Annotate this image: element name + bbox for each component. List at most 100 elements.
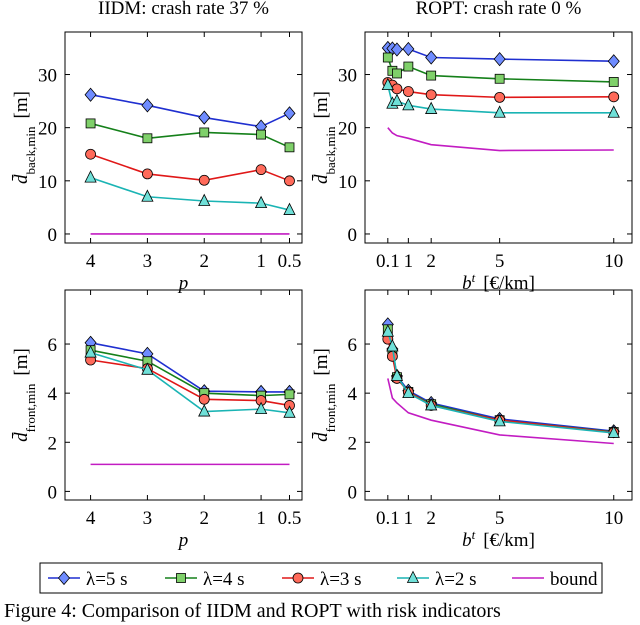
plot-frame: [364, 289, 633, 501]
marker: [84, 170, 97, 183]
marker: [283, 405, 296, 418]
x-tick-label: 5: [495, 251, 505, 272]
marker: [608, 91, 620, 103]
marker: [391, 83, 403, 95]
marker: [406, 570, 420, 583]
marker: [85, 118, 96, 129]
x-tick-label: 2: [426, 508, 436, 529]
marker: [283, 106, 296, 121]
marker: [390, 42, 403, 57]
series-line: [387, 127, 614, 152]
y-tick-label: 0: [48, 482, 58, 503]
y-tick-label: 20: [38, 119, 57, 140]
marker: [402, 86, 414, 97]
legend-label: λ=5 s: [86, 569, 128, 590]
y-tick-label: 20: [338, 119, 357, 140]
marker: [493, 414, 506, 427]
y-tick-label: 4: [348, 384, 358, 405]
x-axis-label: p: [177, 530, 189, 551]
marker: [176, 573, 186, 583]
x-axis-label: bt [€/km]: [462, 527, 535, 552]
x-tick-label: 1: [404, 508, 414, 529]
x-tick-label: 3: [143, 508, 153, 529]
x-tick-label: 1: [404, 251, 414, 272]
marker: [402, 97, 415, 111]
y-tick-label: 0: [348, 225, 358, 246]
plot-frame: [64, 31, 303, 244]
marker: [283, 202, 296, 215]
marker: [390, 368, 404, 381]
y-tick-label: 0: [48, 225, 58, 246]
y-label-subscript: front,min: [323, 383, 338, 432]
y-tick-label: 6: [348, 335, 358, 356]
y-tick-label: 30: [38, 66, 57, 87]
chart-title: ROPT: crash rate 0 %: [416, 0, 582, 19]
y-tick-label: 10: [338, 172, 357, 193]
x-tick-label: 1: [256, 251, 266, 272]
y-label-symbol: d̄: [311, 174, 332, 184]
legend-label: bound: [550, 569, 598, 590]
y-tick-label: 0: [348, 482, 358, 503]
y-label-subscript: back,min: [323, 126, 338, 175]
x-label-symbol: b: [462, 273, 472, 294]
marker: [425, 101, 438, 114]
marker: [198, 174, 210, 186]
y-label-symbol: d̄: [311, 432, 332, 442]
x-label-unit: [€/km]: [483, 273, 535, 294]
marker: [493, 51, 506, 67]
y-label-unit: [m]: [311, 348, 332, 375]
x-tick-label: 2: [199, 508, 209, 529]
legend-box: [39, 562, 603, 594]
marker: [254, 401, 268, 415]
marker: [254, 195, 268, 209]
x-tick-label: 4: [86, 251, 96, 272]
marker: [284, 142, 295, 153]
marker: [198, 110, 211, 125]
marker: [142, 133, 153, 144]
marker: [198, 393, 210, 405]
marker: [607, 54, 620, 69]
y-tick-label: 4: [48, 384, 58, 405]
y-label-subscript: front,min: [23, 383, 38, 432]
y-tick-label: 6: [48, 335, 58, 356]
y-label-unit: [m]: [11, 348, 32, 375]
marker: [403, 61, 414, 72]
y-label-symbol: d̄: [11, 174, 32, 184]
marker: [141, 362, 154, 375]
legend-label: λ=2 s: [435, 569, 477, 590]
marker: [84, 87, 97, 102]
marker: [198, 404, 211, 417]
x-tick-label: 10: [604, 251, 623, 272]
y-axis-label: d̄front,min [m]: [11, 348, 38, 442]
marker: [284, 175, 295, 187]
legend-label: λ=4 s: [203, 569, 245, 590]
marker: [382, 52, 393, 63]
marker: [141, 98, 154, 113]
marker: [57, 570, 71, 586]
x-tick-label: 0.5: [278, 508, 302, 529]
x-tick-label: 4: [86, 508, 96, 529]
x-tick-label: 2: [426, 251, 436, 272]
y-tick-label: 30: [338, 66, 357, 87]
marker: [381, 77, 394, 91]
x-label-symbol: p: [177, 273, 189, 294]
marker: [425, 398, 438, 411]
x-label-superscript: t: [472, 527, 476, 542]
y-label-subscript: back,min: [23, 126, 38, 175]
x-tick-label: 0.1: [376, 508, 400, 529]
marker: [292, 572, 304, 584]
x-tick-label: 0.1: [376, 251, 400, 272]
x-tick-label: 5: [495, 508, 505, 529]
y-label-symbol: d̄: [11, 432, 32, 442]
marker: [402, 41, 415, 57]
marker: [390, 93, 404, 106]
x-tick-label: 0.5: [278, 251, 302, 272]
marker: [425, 50, 438, 65]
x-tick-label: 10: [604, 508, 623, 529]
y-label-unit: [m]: [11, 91, 32, 118]
marker: [608, 77, 619, 87]
plot-frame: [64, 289, 303, 501]
marker: [141, 189, 154, 202]
marker: [284, 389, 295, 400]
